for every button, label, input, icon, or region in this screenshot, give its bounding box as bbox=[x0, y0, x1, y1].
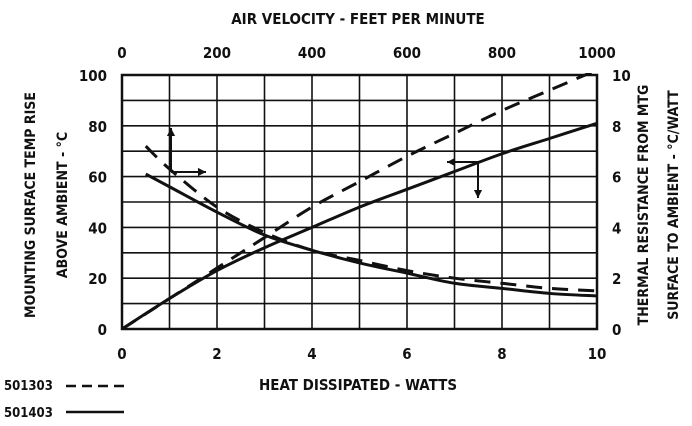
arrow-up-head bbox=[166, 128, 176, 137]
x-top-tick-label: 200 bbox=[203, 44, 231, 62]
y-right-tick-label: 6 bbox=[612, 169, 621, 187]
x-top-tick-label: 0 bbox=[117, 44, 126, 62]
x-bottom-tick-label: 0 bbox=[117, 345, 126, 363]
arrow-left-head bbox=[447, 157, 456, 167]
right-axis-title-line1: THERMAL RESISTANCE FROM MTG bbox=[636, 85, 652, 326]
x-top-tick-label: 1000 bbox=[578, 44, 616, 62]
legend-label-501303: 501303 bbox=[4, 379, 53, 394]
x-top-tick-label: 400 bbox=[298, 44, 326, 62]
series-501403-resistance bbox=[145, 172, 597, 298]
series-501403-temp-rise bbox=[122, 121, 597, 329]
plot-frame bbox=[120, 73, 599, 331]
y-left-tick-label: 40 bbox=[88, 219, 107, 237]
tick-labels: 0 2 4 6 8 100 200 400 600 800 10000204060801000246… bbox=[79, 44, 631, 363]
x-bottom-tick-label: 6 bbox=[402, 345, 411, 363]
y-left-tick-label: 60 bbox=[88, 169, 107, 187]
top-axis-title: AIR VELOCITY - FEET PER MINUTE bbox=[231, 10, 485, 28]
y-right-tick-label: 10 bbox=[612, 67, 631, 85]
x-bottom-tick-label: 8 bbox=[497, 345, 506, 363]
left-axis-title-line2: ABOVE AMBIENT - °C bbox=[55, 132, 71, 278]
arrow-down-head bbox=[473, 189, 483, 198]
left-axis-title-line1: MOUNTING SURFACE TEMP RISE bbox=[23, 92, 39, 318]
y-right-tick-label: 0 bbox=[612, 321, 621, 339]
series-501303-temp-rise bbox=[122, 73, 594, 329]
y-left-tick-label: 100 bbox=[79, 67, 107, 85]
y-right-tick-label: 2 bbox=[612, 270, 621, 288]
right-axis-title-line2: SURFACE TO AMBIENT - °C/WATT bbox=[666, 90, 682, 320]
y-right-tick-label: 4 bbox=[612, 219, 621, 237]
grid bbox=[122, 75, 597, 329]
x-top-tick-label: 800 bbox=[488, 44, 516, 62]
y-left-tick-label: 20 bbox=[88, 270, 107, 288]
axis-reference-arrows bbox=[166, 128, 483, 198]
x-bottom-tick-label: 10 bbox=[588, 345, 607, 363]
legend-label-501403: 501403 bbox=[4, 406, 53, 421]
x-bottom-tick-label: 4 bbox=[307, 345, 316, 363]
series-501303-resistance bbox=[144, 145, 597, 293]
bottom-axis-title: HEAT DISSIPATED - WATTS bbox=[259, 376, 457, 394]
y-right-tick-label: 8 bbox=[612, 118, 621, 136]
legend: 501303 501403 bbox=[4, 379, 124, 421]
x-top-tick-label: 600 bbox=[393, 44, 421, 62]
y-left-tick-label: 80 bbox=[88, 118, 107, 136]
x-bottom-tick-label: 2 bbox=[212, 345, 221, 363]
series bbox=[122, 73, 597, 329]
arrow-right-head bbox=[197, 167, 206, 177]
y-left-tick-label: 0 bbox=[98, 321, 107, 339]
